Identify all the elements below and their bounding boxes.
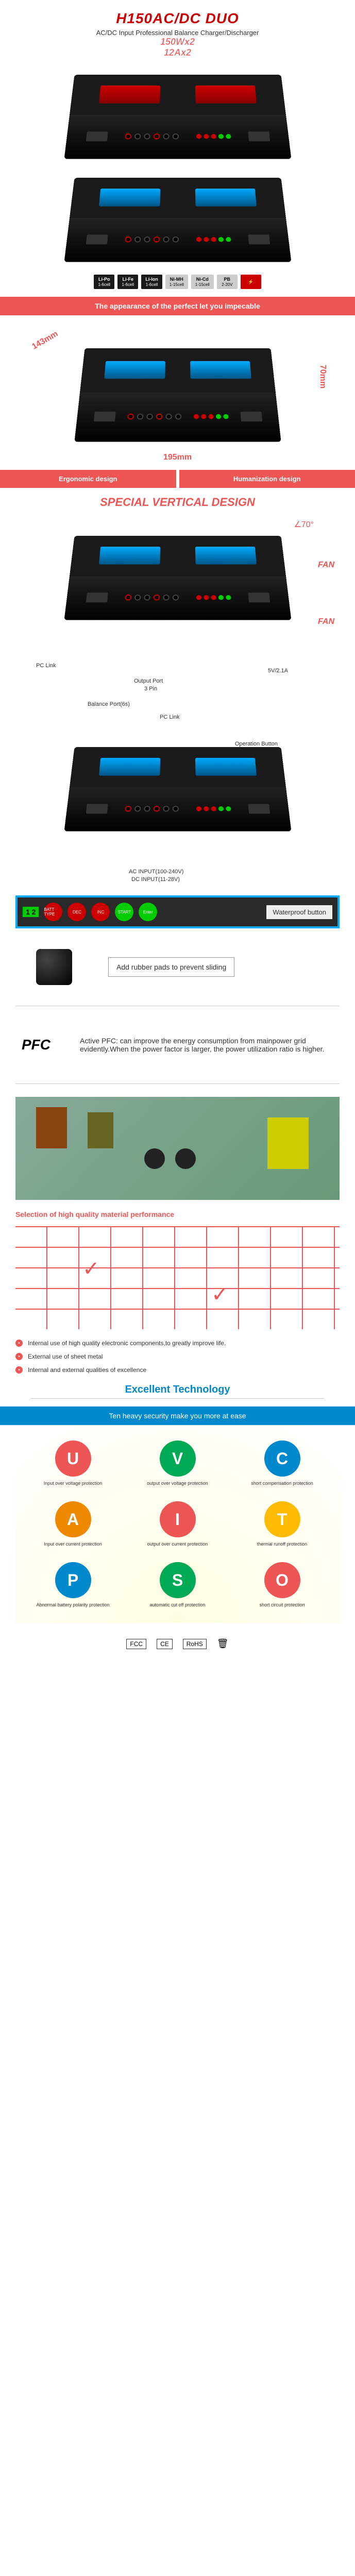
fan-label-1: FAN: [318, 561, 334, 570]
callout-dc: DC INPUT(11-28V): [131, 876, 180, 883]
product-subtitle: AC/DC Input Professional Balance Charger…: [15, 29, 340, 37]
bullet-item: •Internal and external qualities of exce…: [15, 1366, 340, 1374]
certifications: FCC CE RoHS 🗑: [15, 1638, 340, 1649]
appearance-banner: The appearance of the perfect let you im…: [0, 297, 355, 315]
callout-ac: AC INPUT(100-240V): [129, 869, 183, 875]
cert-badge: RoHS: [183, 1639, 207, 1649]
battery-badges: Li-Po1-6cellLi-Fe1-6cellLi-Ion1-6cellNi-…: [15, 275, 340, 289]
security-item: Tthermal runoff protection: [235, 1501, 329, 1547]
angle-label: ∠70°: [294, 519, 314, 530]
dim-height: 70mm: [318, 365, 327, 388]
bullet-item: •External use of sheet metal: [15, 1353, 340, 1360]
dim-depth: 143mm: [30, 329, 60, 351]
callout-diagram-2: Operation Button AC INPUT(100-240V) DC I…: [15, 741, 340, 885]
humanization-label: Humanization design: [179, 470, 355, 488]
btn-start: START: [115, 903, 133, 921]
security-item: Ioutput over current protection: [130, 1501, 225, 1547]
security-item: AInput over current protection: [26, 1501, 120, 1547]
bullet-item: •Internal use of high quality electronic…: [15, 1340, 340, 1347]
fan-label-2: FAN: [318, 617, 334, 626]
security-item: Sautomatic cut off protection: [130, 1562, 225, 1607]
callout-pin: 3 Pin: [144, 686, 157, 692]
weee-icon: 🗑: [217, 1638, 229, 1649]
battery-badge: PB2-20V: [217, 275, 238, 289]
callout-pclink-1: PC Link: [36, 663, 56, 669]
btn-inc: INC: [91, 903, 110, 921]
quality-grid: ✓ ✓: [15, 1226, 340, 1329]
dimensions-diagram: 195mm 143mm 70mm: [15, 320, 340, 465]
spec-wattage: 150Wx2: [15, 37, 340, 47]
waterproof-label: Waterproof button: [266, 905, 332, 919]
discharge-icon: ⚡: [241, 275, 261, 289]
callout-diagram-1: ∠70° LCD Display FAN FAN PC Link Output …: [15, 530, 340, 725]
device-image-1: [15, 69, 340, 161]
excellence-title: Excellent Technology: [15, 1384, 340, 1396]
btn-batt-type: BATT TYPE: [44, 903, 62, 921]
callout-pclink-2: PC Link: [160, 714, 180, 720]
btn-dec: DEC: [67, 903, 86, 921]
vertical-title: SPECIAL VERTICAL DESIGN: [15, 496, 340, 509]
strip-num: 1 2: [23, 907, 39, 917]
product-title: H150AC/DC DUO: [15, 10, 340, 27]
pcb-image: [15, 1097, 340, 1200]
divider: [31, 1398, 324, 1399]
security-item: PAbnormal battery polarity protection: [26, 1562, 120, 1607]
waterproof-buttons: 1 2 BATT TYPE DEC INC START Enter Waterp…: [15, 895, 340, 928]
material-title: Selection of high quality material perfo…: [15, 1210, 340, 1218]
security-banner: Ten heavy security make you more at ease: [0, 1406, 355, 1425]
pfc-logo: PFC: [22, 1037, 50, 1053]
rubber-feature: Add rubber pads to prevent sliding: [15, 941, 340, 1006]
pfc-text: Active PFC: can improve the energy consu…: [72, 1031, 340, 1058]
battery-badge: Ni-MH1-15cell: [165, 275, 188, 289]
ergonomic-label: Ergonomic design: [0, 470, 176, 488]
pfc-feature: PFC Active PFC: can improve the energy c…: [15, 1019, 340, 1084]
battery-badge: Li-Po1-6cell: [94, 275, 114, 289]
design-banner: Ergonomic design Humanization design: [0, 470, 355, 488]
security-item: Cshort compensation protection: [235, 1440, 329, 1486]
security-item: Oshort circuit protection: [235, 1562, 329, 1607]
battery-badge: Li-Fe1-6cell: [117, 275, 138, 289]
check-icon: ✓: [82, 1257, 100, 1281]
cert-badge: CE: [157, 1639, 173, 1649]
check-icon: ✓: [211, 1283, 229, 1307]
rubber-pad-icon: [36, 949, 72, 985]
callout-balance: Balance Port(6s): [88, 701, 130, 707]
security-item: Voutput over voltage protection: [130, 1440, 225, 1486]
btn-enter: Enter: [139, 903, 157, 921]
quality-bullets: •Internal use of high quality electronic…: [15, 1340, 340, 1374]
battery-badge: Li-Ion1-6cell: [141, 275, 162, 289]
security-grid: UInput over voltage protectionVoutput ov…: [15, 1425, 340, 1623]
battery-badge: Ni-Cd1-15cell: [191, 275, 214, 289]
spec-amperage: 12Ax2: [15, 47, 340, 58]
rubber-text: Add rubber pads to prevent sliding: [108, 957, 234, 977]
cert-badge: FCC: [126, 1639, 146, 1649]
callout-usb: 5V/2.1A: [268, 668, 288, 674]
dim-width: 195mm: [163, 453, 192, 462]
device-image-2: [15, 172, 340, 264]
security-item: UInput over voltage protection: [26, 1440, 120, 1486]
callout-output: Output Port: [134, 678, 163, 684]
